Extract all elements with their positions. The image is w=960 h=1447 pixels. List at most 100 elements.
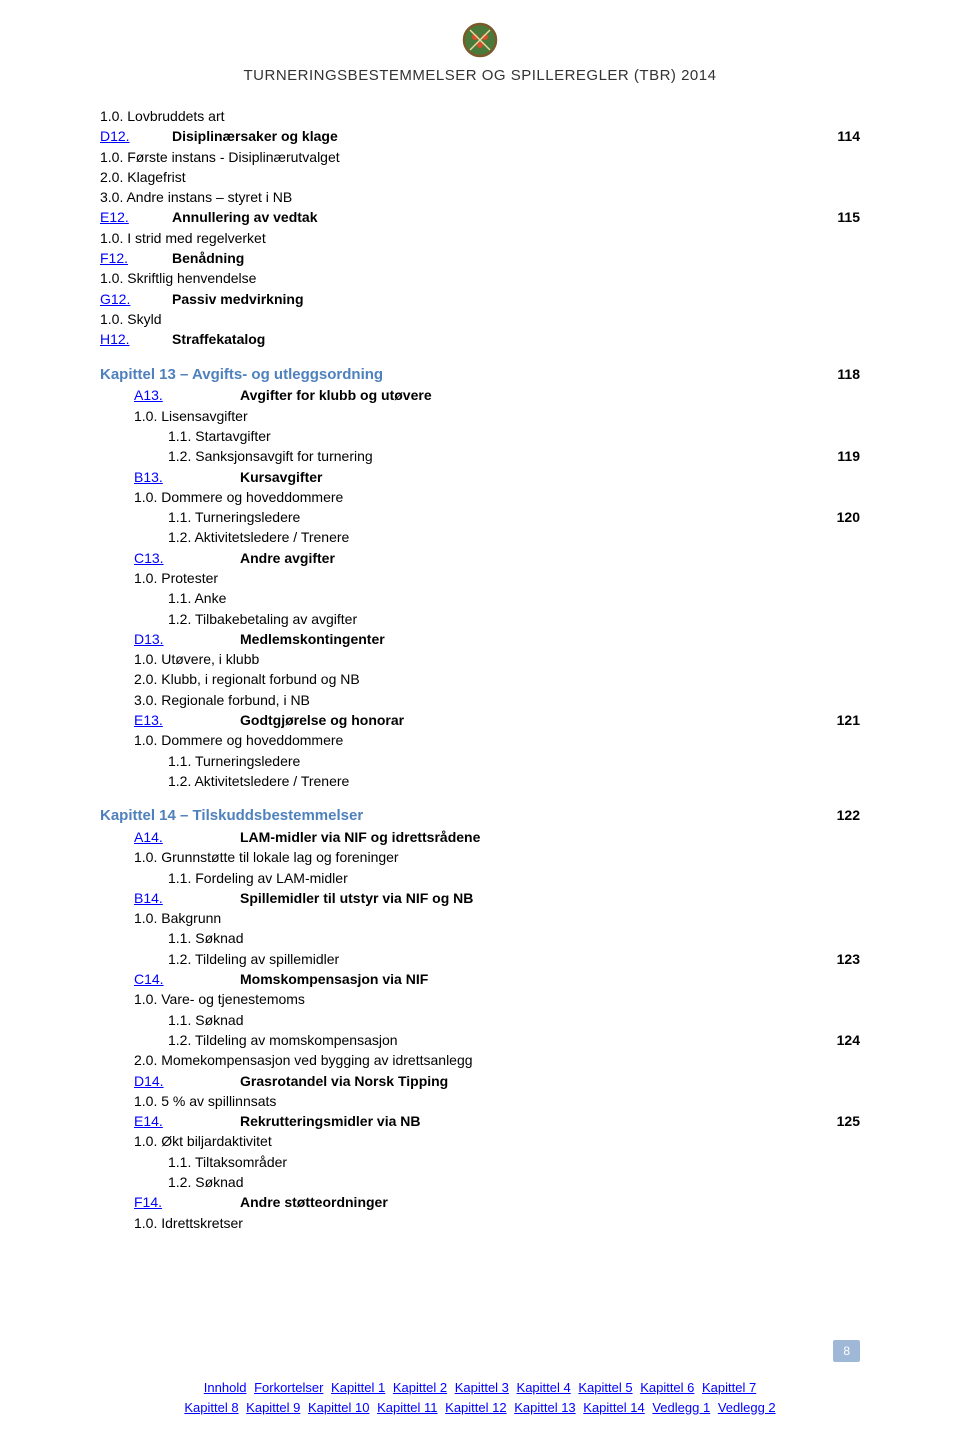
toc-row: D13.Medlemskontingenter: [100, 629, 860, 649]
toc-row: Kapittel 14 – Tilskuddsbestemmelser122: [100, 805, 860, 827]
entry-label: Grasrotandel via Norsk Tipping: [240, 1071, 800, 1091]
entry-code[interactable]: A14.: [100, 827, 240, 847]
toc-row: 1.1. Startavgifter: [100, 426, 860, 446]
toc-row: 1.0. Dommere og hoveddommere: [100, 730, 860, 750]
footer-link[interactable]: Kapittel 6: [640, 1380, 694, 1395]
entry-text: 1.0. Lisensavgifter: [100, 406, 800, 426]
entry-code[interactable]: G12.: [100, 289, 172, 309]
toc-row: 1.2. Søknad: [100, 1172, 860, 1192]
entry-label: Andre støtteordninger: [240, 1192, 800, 1212]
page-ref: 120: [800, 507, 860, 527]
spacer: [100, 350, 860, 364]
toc-row: 1.0. Protester: [100, 568, 860, 588]
footer-link[interactable]: Innhold: [204, 1380, 247, 1395]
footer-link[interactable]: Kapittel 1: [331, 1380, 385, 1395]
footer-link[interactable]: Kapittel 5: [578, 1380, 632, 1395]
toc-row: C14.Momskompensasjon via NIF: [100, 969, 860, 989]
footer-link[interactable]: Vedlegg 2: [718, 1400, 776, 1415]
entry-text: 1.2. Søknad: [100, 1172, 800, 1192]
entry-label: Medlemskontingenter: [240, 629, 800, 649]
footer-link[interactable]: Kapittel 14: [583, 1400, 644, 1415]
entry-code[interactable]: B14.: [100, 888, 240, 908]
toc-row: 1.2. Sanksjonsavgift for turnering119: [100, 446, 860, 466]
toc-row: 1.1. Søknad: [100, 928, 860, 948]
footer-link[interactable]: Vedlegg 1: [652, 1400, 710, 1415]
entry-text: 1.0. Protester: [100, 568, 800, 588]
footer-nav-links: Innhold Forkortelser Kapittel 1 Kapittel…: [100, 1378, 860, 1417]
page: TURNERINGSBESTEMMELSER OG SPILLEREGLER (…: [0, 0, 960, 1447]
entry-label: Annullering av vedtak: [172, 207, 800, 227]
toc-row: 1.2. Tilbakebetaling av avgifter: [100, 609, 860, 629]
toc-row: 1.0. 5 % av spillinnsats: [100, 1091, 860, 1111]
page-ref: 124: [800, 1030, 860, 1050]
entry-code[interactable]: H12.: [100, 329, 172, 349]
entry-code[interactable]: A13.: [100, 385, 240, 405]
entry-code[interactable]: C14.: [100, 969, 240, 989]
toc-row: 1.1. Tiltaksområder: [100, 1152, 860, 1172]
entry-code[interactable]: D12.: [100, 126, 172, 146]
toc-row: F14.Andre støtteordninger: [100, 1192, 860, 1212]
footer-link[interactable]: Kapittel 7: [702, 1380, 756, 1395]
footer-link[interactable]: Kapittel 10: [308, 1400, 369, 1415]
entry-text: 1.0. Dommere og hoveddommere: [100, 487, 800, 507]
page-ref: 121: [800, 710, 860, 730]
toc-row: 1.1. Turneringsledere120: [100, 507, 860, 527]
page-number-badge: 8: [833, 1340, 860, 1362]
toc-row: 2.0. Momekompensasjon ved bygging av idr…: [100, 1050, 860, 1070]
entry-text: 1.0. Skriftlig henvendelse: [100, 268, 800, 288]
entry-code[interactable]: E14.: [100, 1111, 240, 1131]
footer-links-line2: Kapittel 8 Kapittel 9 Kapittel 10 Kapitt…: [100, 1398, 860, 1418]
footer-link[interactable]: Forkortelser: [254, 1380, 323, 1395]
entry-label: Disiplinærsaker og klage: [172, 126, 800, 146]
entry-code[interactable]: C13.: [100, 548, 240, 568]
entry-code[interactable]: D14.: [100, 1071, 240, 1091]
entry-text: 1.1. Søknad: [100, 928, 800, 948]
entry-label: Rekrutteringsmidler via NB: [240, 1111, 800, 1131]
toc-row: 1.2. Tildeling av momskompensasjon124: [100, 1030, 860, 1050]
entry-text: 1.1. Søknad: [100, 1010, 800, 1030]
entry-code[interactable]: D13.: [100, 629, 240, 649]
toc-row: D12.Disiplinærsaker og klage114: [100, 126, 860, 146]
toc-row: A13.Avgifter for klubb og utøvere: [100, 385, 860, 405]
toc-row: Kapittel 13 – Avgifts- og utleggsordning…: [100, 364, 860, 386]
logo-icon: [462, 22, 498, 58]
entry-text: 1.2. Aktivitetsledere / Trenere: [100, 771, 800, 791]
entry-code[interactable]: F12.: [100, 248, 172, 268]
entry-code[interactable]: E12.: [100, 207, 172, 227]
page-ref: 114: [800, 126, 860, 146]
footer-link[interactable]: Kapittel 11: [377, 1400, 437, 1415]
entry-code[interactable]: B13.: [100, 467, 240, 487]
entry-code[interactable]: F14.: [100, 1192, 240, 1212]
footer-link[interactable]: Kapittel 12: [445, 1400, 506, 1415]
toc-row: 3.0. Regionale forbund, i NB: [100, 690, 860, 710]
footer-link[interactable]: Kapittel 8: [184, 1400, 238, 1415]
entry-text: 3.0. Regionale forbund, i NB: [100, 690, 800, 710]
entry-text: 3.0. Andre instans – styret i NB: [100, 187, 800, 207]
entry-label: Avgifter for klubb og utøvere: [240, 385, 800, 405]
footer-link[interactable]: Kapittel 3: [455, 1380, 509, 1395]
page-ref: 122: [800, 805, 860, 825]
toc-row: 1.1. Søknad: [100, 1010, 860, 1030]
entry-text: 1.0. Dommere og hoveddommere: [100, 730, 800, 750]
toc-row: 1.0. Idrettskretser: [100, 1213, 860, 1233]
footer-link[interactable]: Kapittel 4: [517, 1380, 571, 1395]
toc-row: 1.0. Lisensavgifter: [100, 406, 860, 426]
entry-text: 1.0. Grunnstøtte til lokale lag og foren…: [100, 847, 800, 867]
footer-links-line1: Innhold Forkortelser Kapittel 1 Kapittel…: [100, 1378, 860, 1398]
entry-label: Straffekatalog: [172, 329, 800, 349]
entry-text: 1.2. Tildeling av momskompensasjon: [100, 1030, 800, 1050]
spacer: [100, 791, 860, 805]
entry-text: 1.2. Tilbakebetaling av avgifter: [100, 609, 800, 629]
entry-text: 1.0. Vare- og tjenestemoms: [100, 989, 800, 1009]
page-ref: 125: [800, 1111, 860, 1131]
footer-link[interactable]: Kapittel 2: [393, 1380, 447, 1395]
page-ref: 115: [800, 207, 860, 227]
toc-row: E13.Godtgjørelse og honorar121: [100, 710, 860, 730]
entry-text: 2.0. Klagefrist: [100, 167, 800, 187]
entry-text: 1.0. Idrettskretser: [100, 1213, 800, 1233]
toc-row: 2.0. Klubb, i regionalt forbund og NB: [100, 669, 860, 689]
toc-row: 1.0. Grunnstøtte til lokale lag og foren…: [100, 847, 860, 867]
entry-code[interactable]: E13.: [100, 710, 240, 730]
footer-link[interactable]: Kapittel 9: [246, 1400, 300, 1415]
footer-link[interactable]: Kapittel 13: [514, 1400, 575, 1415]
